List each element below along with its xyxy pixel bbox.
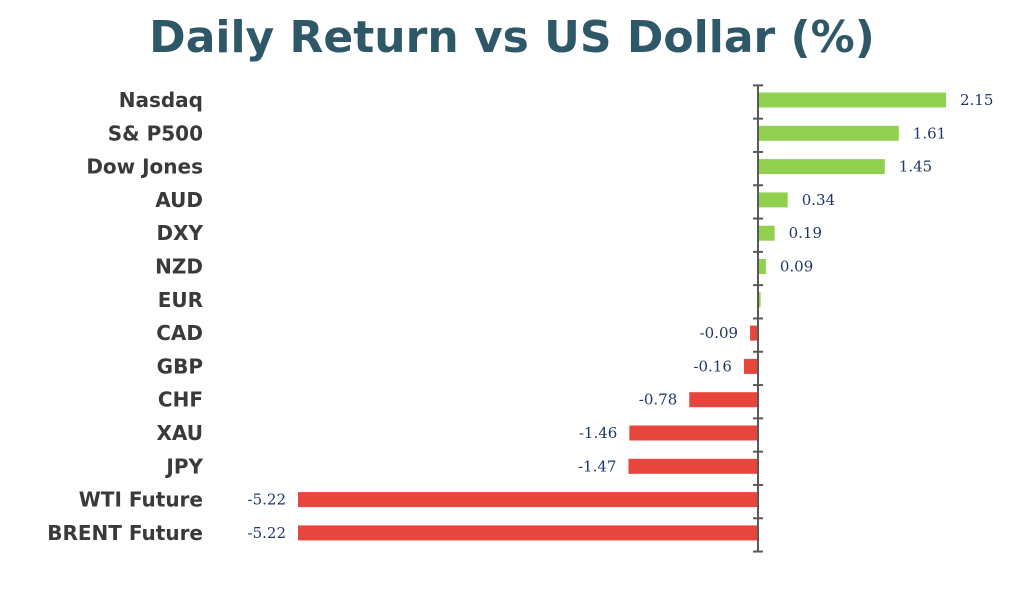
- bar: [758, 192, 788, 208]
- data-label: 0.19: [789, 224, 822, 242]
- data-label: 1.61: [913, 124, 946, 142]
- bar: [758, 259, 766, 274]
- bar: [743, 358, 758, 374]
- data-label: 2.15: [960, 91, 993, 109]
- data-label: -1.47: [578, 457, 616, 475]
- data-label: -5.22: [248, 524, 286, 542]
- bar: [758, 225, 775, 241]
- category-label: EUR: [158, 288, 203, 312]
- category-label: JPY: [164, 454, 203, 478]
- chart-title: Daily Return vs US Dollar (%): [149, 12, 875, 63]
- bar: [689, 392, 758, 408]
- data-label: -0.16: [693, 357, 731, 375]
- category-label: GBP: [157, 354, 203, 378]
- category-label: WTI Future: [79, 488, 203, 512]
- category-label: XAU: [156, 421, 203, 445]
- data-label: 0.09: [780, 258, 813, 276]
- bar: [298, 525, 758, 541]
- bar: [758, 159, 885, 175]
- data-label: -0.78: [639, 391, 677, 409]
- bar: [629, 425, 758, 441]
- data-label: -5.22: [248, 491, 286, 509]
- bar: [628, 458, 758, 474]
- bar: [298, 492, 758, 508]
- category-label: BRENT Future: [47, 521, 203, 545]
- category-label: Nasdaq: [119, 88, 203, 112]
- bar: [750, 325, 758, 341]
- bar: [758, 125, 899, 141]
- category-label: S& P500: [108, 121, 203, 145]
- category-label: NZD: [155, 255, 203, 279]
- bar: [758, 292, 761, 308]
- category-label: CHF: [158, 388, 203, 412]
- data-label: -0.09: [700, 324, 738, 342]
- data-label: 1.45: [899, 158, 932, 176]
- bar: [758, 92, 946, 108]
- category-label: CAD: [156, 321, 203, 345]
- category-label: AUD: [155, 188, 203, 212]
- data-label: 0.34: [802, 191, 835, 209]
- category-label: Dow Jones: [86, 155, 203, 179]
- category-label: DXY: [156, 221, 203, 245]
- data-label: -1.46: [579, 424, 617, 442]
